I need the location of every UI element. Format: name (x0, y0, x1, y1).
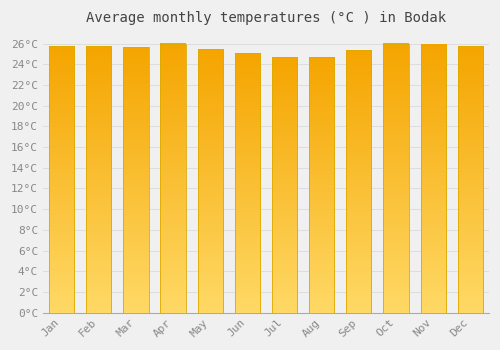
Bar (160, 43, 186, 313)
Bar (309, 57, 334, 313)
Bar (384, 43, 408, 313)
Bar (346, 50, 372, 313)
Title: Average monthly temperatures (°C ) in Bodak: Average monthly temperatures (°C ) in Bo… (86, 11, 446, 25)
Bar (420, 44, 446, 313)
Bar (234, 53, 260, 313)
Bar (458, 46, 483, 313)
Bar (272, 57, 297, 313)
Bar (49, 46, 74, 313)
Bar (86, 46, 112, 313)
Bar (198, 49, 223, 313)
Bar (123, 47, 148, 313)
